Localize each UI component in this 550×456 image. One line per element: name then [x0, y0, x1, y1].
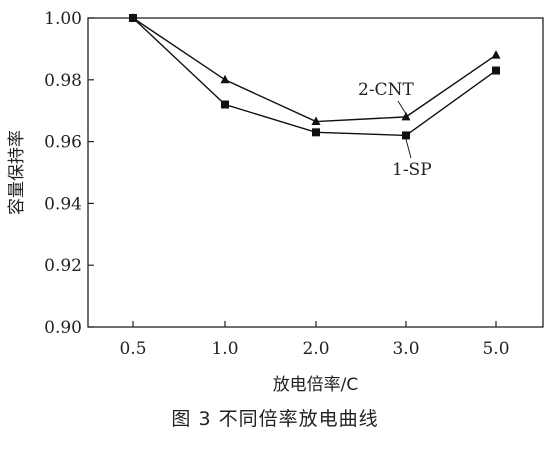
- point-1-sp: [129, 14, 137, 22]
- plot-frame: [87, 17, 544, 328]
- y-tick-label: 0.98: [44, 71, 82, 91]
- x-tick-label: 0.5: [119, 339, 146, 359]
- y-tick-label: 0.94: [44, 194, 82, 214]
- point-1-sp: [402, 131, 410, 140]
- point-1-sp: [221, 100, 229, 109]
- y-axis-label: 容量保持率: [7, 130, 27, 215]
- series-label-2-cnt: 2-CNT: [358, 80, 414, 100]
- x-tick-label: 1.0: [211, 339, 238, 359]
- series-label-1-sp: 1-SP: [392, 160, 432, 180]
- series-markers: [128, 13, 501, 140]
- point-2-cnt: [311, 116, 321, 126]
- point-1-sp: [492, 66, 500, 75]
- point-2-cnt: [401, 111, 411, 121]
- x-axis-label: 放电倍率/C: [273, 375, 359, 395]
- leader-line-2-cnt: [397, 100, 407, 115]
- leader-line-1-sp: [405, 139, 412, 159]
- point-2-cnt: [220, 74, 230, 84]
- y-tick-label: 0.90: [44, 318, 82, 338]
- chart: 0.90 0.92 0.94 0.96 0.98 1.00 0.5 1.0 2.0 3.0 5.0…: [7, 9, 544, 395]
- x-tick-label: 3.0: [392, 339, 419, 359]
- series-line-1-sp: [132, 17, 497, 137]
- y-tick-label: 0.96: [44, 133, 82, 153]
- y-tick-label: 1.00: [44, 9, 82, 29]
- point-2-cnt: [491, 50, 501, 59]
- point-1-sp: [312, 128, 320, 137]
- axes: [87, 17, 544, 328]
- series-labels: 2-CNT 1-SP: [358, 80, 432, 180]
- y-tick-label: 0.92: [44, 256, 82, 276]
- x-tick-label: 2.0: [302, 339, 329, 359]
- series-lines: [132, 17, 497, 137]
- y-ticks: 0.90 0.92 0.94 0.96 0.98 1.00: [44, 9, 94, 338]
- figure-caption: 图 3 不同倍率放电曲线: [171, 408, 379, 430]
- x-ticks: 0.5 1.0 2.0 3.0 5.0: [119, 321, 510, 359]
- x-tick-label: 5.0: [482, 339, 509, 359]
